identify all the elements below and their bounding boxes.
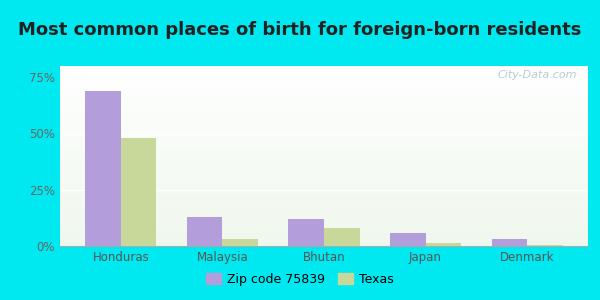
Bar — [425, 243, 461, 246]
Bar — [187, 217, 223, 246]
Text: City-Data.com: City-Data.com — [498, 70, 577, 80]
Bar — [324, 228, 359, 246]
Bar — [289, 219, 324, 246]
Bar — [121, 138, 157, 246]
Bar — [491, 239, 527, 246]
Bar — [223, 239, 258, 246]
Bar — [85, 91, 121, 246]
Bar — [390, 232, 425, 246]
Text: Most common places of birth for foreign-born residents: Most common places of birth for foreign-… — [19, 21, 581, 39]
Legend: Zip code 75839, Texas: Zip code 75839, Texas — [201, 268, 399, 291]
Bar — [527, 245, 563, 246]
